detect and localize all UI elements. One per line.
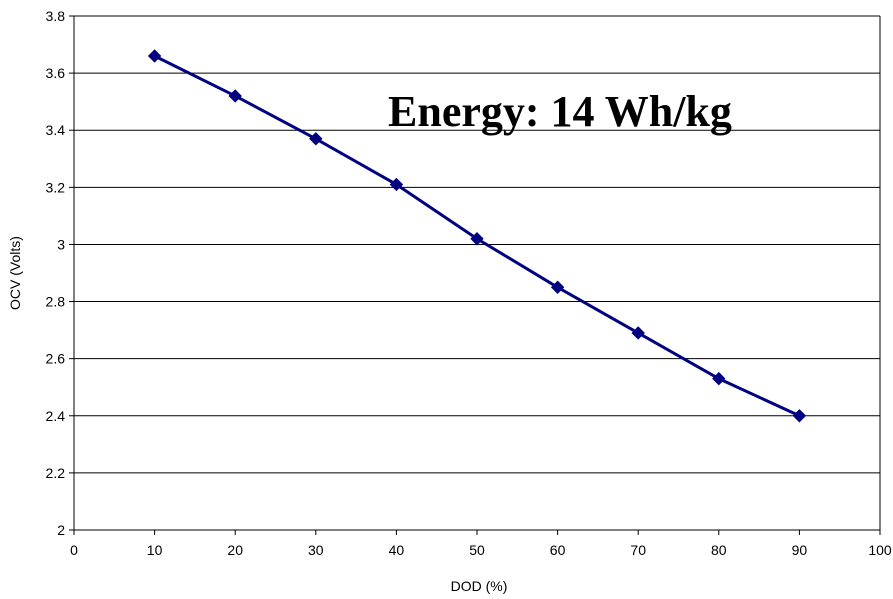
x-tick-label: 10 bbox=[147, 542, 163, 558]
y-tick-label: 3.2 bbox=[46, 179, 66, 195]
energy-annotation: Energy: 14 Wh/kg bbox=[388, 87, 732, 136]
x-tick-label: 80 bbox=[711, 542, 727, 558]
x-tick-label: 100 bbox=[868, 542, 892, 558]
y-tick-label: 3 bbox=[57, 236, 65, 252]
y-tick-label: 2.2 bbox=[46, 465, 66, 481]
data-point-marker bbox=[389, 177, 404, 192]
x-tick-labels: 0 10 20 30 40 50 60 70 80 90 100 bbox=[70, 542, 892, 558]
data-point-marker bbox=[792, 409, 807, 423]
y-tick-label: 3.8 bbox=[46, 8, 66, 24]
y-tick-label: 3.4 bbox=[46, 122, 66, 138]
data-point-marker bbox=[147, 49, 162, 63]
x-tick-label: 90 bbox=[792, 542, 808, 558]
x-tick-label: 0 bbox=[70, 542, 78, 558]
data-point-marker bbox=[309, 132, 323, 146]
y-tick-label: 2.6 bbox=[46, 351, 66, 367]
x-tick-label: 30 bbox=[308, 542, 324, 558]
y-tick-label: 2.4 bbox=[46, 408, 66, 424]
y-tick-label: 3.6 bbox=[46, 65, 66, 81]
x-tick-label: 20 bbox=[227, 542, 243, 558]
axes bbox=[69, 15, 881, 535]
x-tick-label: 40 bbox=[389, 542, 405, 558]
x-tick-label: 50 bbox=[469, 542, 485, 558]
data-point-marker bbox=[470, 232, 484, 246]
y-tick-labels: 2 2.2 2.4 2.6 2.8 3 3.2 3.4 3.6 3.8 bbox=[46, 8, 66, 538]
x-tick-label: 60 bbox=[550, 542, 566, 558]
data-point-marker bbox=[228, 89, 242, 103]
data-point-marker bbox=[550, 280, 565, 294]
y-tick-label: 2 bbox=[57, 522, 65, 538]
x-tick-label: 70 bbox=[630, 542, 646, 558]
y-axis-title: OCV (Volts) bbox=[7, 236, 23, 310]
series-marker-layer bbox=[147, 49, 807, 423]
y-tick-label: 2.8 bbox=[46, 294, 66, 310]
data-point-marker bbox=[631, 326, 645, 340]
x-axis-title: DOD (%) bbox=[451, 578, 508, 594]
data-point-marker bbox=[712, 371, 726, 386]
